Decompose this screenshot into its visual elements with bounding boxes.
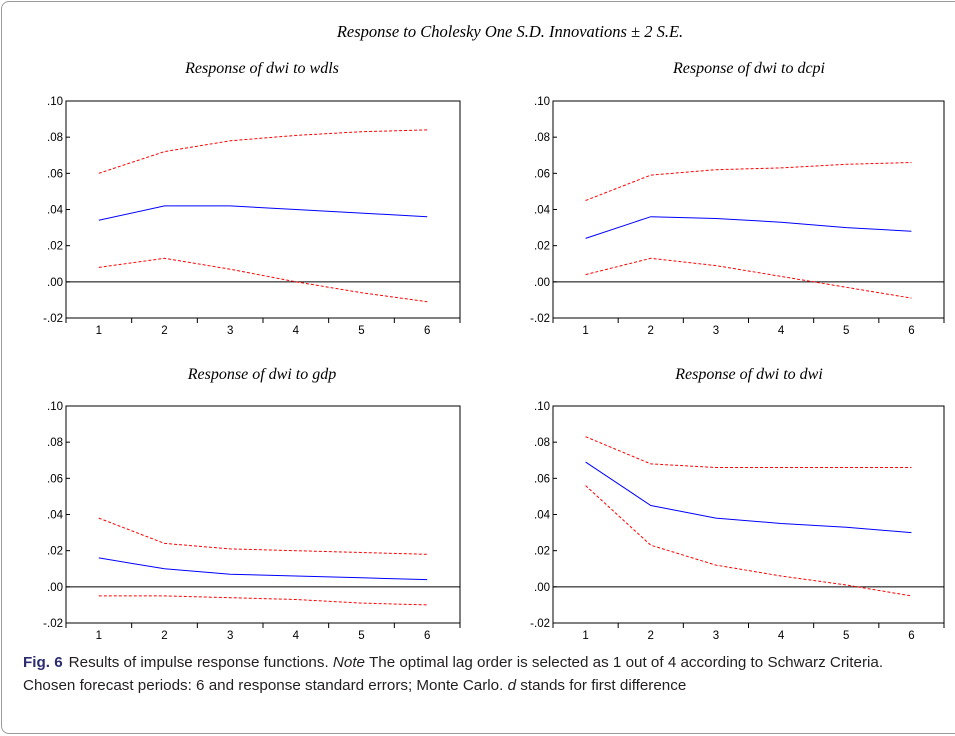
chart-4-ytick-label: -.02 — [530, 618, 550, 630]
chart-2-response-line — [585, 216, 912, 239]
chart-3-ytick-label: .08 — [47, 437, 63, 449]
panel-title-3: Response of dwi to gdp — [187, 366, 337, 383]
chart-1-ytick-label: .08 — [47, 132, 63, 144]
chart-2-xtick-label: 4 — [778, 325, 785, 337]
chart-3-lower-band-line — [98, 595, 428, 606]
chart-4-ytick-label: .08 — [534, 437, 550, 449]
caption-note-word: Note — [332, 654, 366, 671]
chart-2-ytick-label: -.02 — [530, 313, 550, 325]
chart-4-response-line — [585, 461, 912, 534]
figure-title: Response to Cholesky One S.D. Innovation… — [336, 22, 684, 41]
chart-4-xtick-label: 3 — [713, 630, 719, 642]
chart-2-ytick-label: .06 — [534, 168, 550, 180]
chart-1-xtick-label: 5 — [358, 325, 364, 337]
chart-4-xtick-label: 5 — [843, 630, 849, 642]
chart-3-xtick-label: 4 — [293, 630, 300, 642]
caption-text-1: Results of impulse response functions. — [68, 654, 329, 671]
chart-2-ytick-label: .10 — [534, 96, 550, 108]
chart-4-lower-band-line — [585, 485, 912, 597]
figure-caption: Fig. 6 Results of impulse response functi… — [23, 652, 938, 697]
panel-title-2: Response of dwi to dcpi — [673, 60, 825, 77]
caption-text-3: stands for first difference — [520, 676, 687, 694]
chart-4-ytick-label: .00 — [534, 582, 550, 594]
chart-4-ytick-label: .04 — [534, 510, 551, 522]
chart-3-xtick-label: 5 — [358, 630, 364, 642]
chart-3-ytick-label: .02 — [47, 546, 63, 558]
panel-title-4: Response of dwi to dwi — [675, 366, 823, 383]
chart-3-upper-band-line — [98, 517, 428, 555]
chart-2-xtick-label: 6 — [908, 325, 914, 337]
caption-text-2: The optimal lag order is selected as 1 o… — [23, 654, 884, 694]
chart-1-xtick-label: 3 — [227, 325, 233, 337]
chart-3-xtick-label: 1 — [96, 630, 102, 642]
chart-4-xtick-label: 4 — [778, 630, 785, 642]
chart-4-upper-band-line — [585, 436, 912, 468]
chart-3-xtick-label: 2 — [161, 630, 167, 642]
chart-3-ytick-label: .10 — [47, 401, 63, 413]
chart-1-lower-band-line — [98, 257, 428, 303]
chart-3-ytick-label: .06 — [47, 473, 63, 485]
chart-1-xtick-label: 6 — [424, 325, 430, 337]
chart-4-plot-frame — [552, 405, 945, 624]
chart-1-xtick-label: 4 — [293, 325, 300, 337]
chart-2-ytick-label: .04 — [534, 205, 551, 217]
chart-3-ytick-label: .00 — [47, 582, 63, 594]
chart-4-xtick-label: 1 — [582, 630, 588, 642]
chart-2-upper-band-line — [585, 162, 912, 201]
chart-4-xtick-label: 6 — [908, 630, 914, 642]
chart-2-ytick-label: .08 — [534, 132, 550, 144]
chart-1-upper-band-line — [98, 129, 428, 174]
panel-title-1: Response of dwi to wdls — [185, 60, 339, 77]
chart-1-xtick-label: 2 — [161, 325, 167, 337]
chart-2-xtick-label: 5 — [843, 325, 849, 337]
chart-4-ytick-label: .02 — [534, 546, 550, 558]
chart-4-xtick-label: 2 — [648, 630, 654, 642]
caption-label: Fig. 6 — [23, 654, 63, 671]
chart-1-response-line — [98, 205, 428, 221]
chart-2-plot-frame — [552, 100, 945, 319]
chart-1-ytick-label: .04 — [47, 205, 64, 217]
chart-1-ytick-label: -.02 — [43, 313, 63, 325]
chart-3-plot-frame — [65, 405, 461, 624]
chart-3-xtick-label: 3 — [227, 630, 233, 642]
chart-3-ytick-label: -.02 — [43, 618, 63, 630]
caption-d-letter: d — [507, 676, 517, 694]
chart-4-ytick-label: .10 — [534, 401, 550, 413]
chart-3-ytick-label: .04 — [47, 510, 64, 522]
chart-3-response-line — [98, 557, 428, 581]
chart-2-xtick-label: 2 — [648, 325, 654, 337]
chart-1-ytick-label: .06 — [47, 168, 63, 180]
chart-2-ytick-label: .00 — [534, 277, 550, 289]
chart-2-xtick-label: 1 — [582, 325, 588, 337]
chart-1-ytick-label: .02 — [47, 241, 63, 253]
chart-2-xtick-label: 3 — [713, 325, 719, 337]
chart-2-ytick-label: .02 — [534, 241, 550, 253]
chart-1-xtick-label: 1 — [96, 325, 102, 337]
chart-1-plot-frame — [65, 100, 461, 319]
chart-2-lower-band-line — [585, 257, 912, 299]
chart-4-ytick-label: .06 — [534, 473, 550, 485]
chart-1-ytick-label: .10 — [47, 96, 63, 108]
chart-1-ytick-label: .00 — [47, 277, 63, 289]
chart-3-xtick-label: 6 — [424, 630, 430, 642]
